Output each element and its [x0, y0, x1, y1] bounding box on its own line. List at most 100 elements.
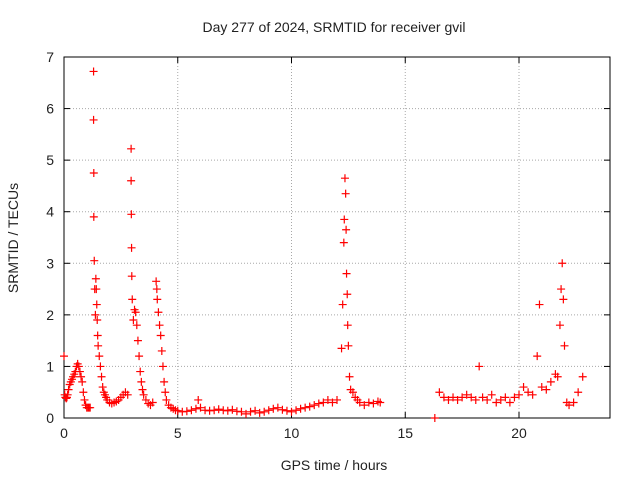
data-point [369, 399, 378, 408]
data-point [223, 406, 232, 415]
data-point [553, 372, 562, 381]
data-point [560, 341, 569, 350]
data-point [524, 388, 533, 397]
y-tick-label: 5 [46, 152, 54, 168]
data-point [475, 362, 484, 371]
x-axis-label: GPS time / hours [281, 457, 388, 473]
data-point [75, 367, 84, 376]
data-point [79, 388, 88, 397]
data-point [98, 383, 107, 392]
data-point [435, 388, 444, 397]
data-point [360, 401, 369, 410]
data-point [345, 372, 354, 381]
data-point [90, 256, 99, 265]
data-point [314, 399, 323, 408]
data-point [93, 316, 102, 325]
data-point [91, 274, 100, 283]
data-point [123, 390, 132, 399]
data-point [535, 300, 544, 309]
data-point [210, 406, 219, 415]
data-point [338, 300, 347, 309]
data-point [282, 406, 291, 415]
data-point [319, 398, 328, 407]
data-point [96, 362, 105, 371]
data-point [376, 398, 385, 407]
data-point [458, 393, 467, 402]
data-point [191, 404, 200, 413]
data-point [292, 406, 301, 415]
data-point [127, 144, 136, 153]
data-point [196, 403, 205, 412]
data-point [214, 405, 223, 414]
data-point [578, 372, 587, 381]
data-point [173, 406, 182, 415]
data-point [242, 409, 250, 418]
data-point [340, 174, 349, 183]
data-point [462, 390, 471, 399]
data-point [343, 321, 352, 330]
data-point [139, 390, 148, 399]
data-point [565, 401, 574, 410]
y-tick-label: 0 [46, 410, 54, 426]
y-tick-label: 6 [46, 101, 54, 117]
data-point [569, 398, 578, 407]
axis-ticks: 0 5 10 15 20 0 1 2 3 4 5 6 7 [46, 49, 610, 441]
data-point [62, 394, 71, 403]
data-point [341, 189, 350, 198]
data-point [152, 285, 161, 294]
data-point [157, 346, 166, 355]
data-point [251, 406, 260, 415]
data-point [127, 272, 136, 281]
data-point [89, 115, 98, 124]
data-point [515, 390, 523, 399]
y-tick-label: 7 [46, 49, 54, 65]
data-point [91, 310, 100, 319]
data-point [364, 398, 373, 407]
data-point [260, 407, 269, 416]
data-point [501, 393, 510, 402]
data-point [519, 383, 528, 392]
data-point [138, 385, 147, 394]
plot-frame [63, 56, 611, 419]
data-point [296, 404, 305, 413]
data-point [152, 277, 161, 286]
data-point [77, 372, 86, 381]
data-point [453, 395, 462, 404]
data-point [160, 377, 169, 386]
data-point [133, 336, 142, 345]
data-points [60, 67, 587, 422]
data-point [80, 395, 89, 404]
data-point [337, 344, 346, 353]
data-point [128, 295, 137, 304]
data-point [94, 341, 103, 350]
data-point [471, 395, 480, 404]
y-tick-label: 4 [46, 204, 54, 220]
data-point [348, 388, 357, 397]
data-point [78, 377, 87, 386]
data-point [340, 215, 349, 224]
data-point [153, 295, 162, 304]
data-point [194, 395, 203, 404]
data-point [89, 169, 98, 178]
data-point [182, 407, 191, 416]
data-point [155, 321, 164, 330]
data-point [154, 308, 163, 317]
data-point [487, 390, 496, 399]
data-point [344, 341, 353, 350]
data-point [63, 390, 72, 399]
data-point [333, 395, 341, 404]
plot-border [63, 56, 611, 419]
data-point [558, 259, 567, 268]
data-point [269, 404, 278, 413]
data-point [339, 238, 348, 247]
data-point [97, 372, 106, 381]
data-point [86, 403, 95, 412]
data-point [555, 321, 564, 330]
data-point [342, 269, 351, 278]
data-point [310, 401, 319, 410]
y-axis-label: SRMTID / TECUs [5, 183, 21, 293]
data-point [496, 395, 505, 404]
data-point [64, 385, 73, 394]
data-point [162, 395, 171, 404]
